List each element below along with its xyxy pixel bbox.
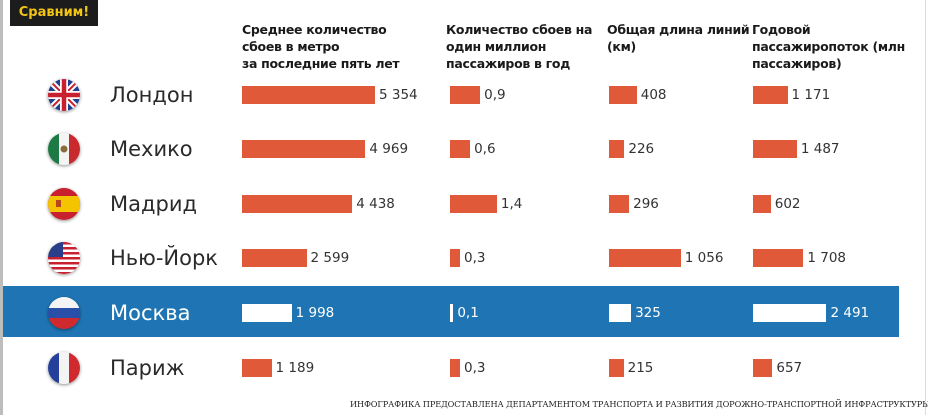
bar-failures-per-million (450, 249, 461, 267)
bar-ridership (753, 195, 771, 213)
bar-failures-per-million (450, 140, 471, 158)
bar-line-length (609, 304, 632, 322)
value-label-failures: 1 189 (275, 360, 315, 376)
city-row: Мехико 4 969 0,6 226 1 487 (0, 122, 928, 176)
city-name: Мехико (110, 137, 193, 161)
column-header-line-length: Общая длина линий (км) (607, 22, 750, 54)
value-label-ridership: 1 708 (807, 250, 847, 266)
value-label-line-length: 325 (635, 305, 661, 321)
value-label-ridership: 2 491 (830, 305, 870, 321)
value-label-failures-per-million: 0,3 (464, 250, 486, 266)
bar-ridership (753, 359, 773, 377)
column-header-ridership: Годовой пассажиропоток (млн пассажиров) (752, 22, 905, 71)
value-label-ridership: 657 (776, 360, 803, 376)
bar-failures-per-million (450, 304, 454, 322)
usa-flag-icon (48, 242, 80, 274)
value-label-ridership: 1 487 (800, 141, 840, 157)
value-label-failures-per-million: 0,6 (474, 141, 496, 157)
city-name: Париж (110, 356, 185, 380)
bar-line-length (609, 140, 625, 158)
column-header-failures: Среднее количество сбоев в метро за посл… (242, 22, 400, 71)
uk-flag-icon (48, 79, 80, 111)
city-name: Нью-Йорк (110, 246, 218, 270)
value-label-failures: 5 354 (379, 87, 418, 103)
bar-line-length (609, 359, 624, 377)
value-label-ridership: 602 (774, 196, 801, 212)
bar-failures-per-million (450, 359, 461, 377)
bar-line-length (609, 249, 681, 267)
value-label-failures: 4 969 (369, 141, 409, 157)
value-label-line-length: 408 (640, 87, 667, 103)
value-label-failures-per-million: 0,1 (457, 305, 479, 321)
left-border (0, 0, 3, 415)
city-row: Мадрид 4 438 1,4 296 602 (0, 177, 928, 231)
mexico-flag-icon (48, 133, 80, 165)
bar-ridership (753, 304, 827, 322)
column-header-failures-per-million: Количество сбоев на один миллион пассажи… (446, 22, 593, 71)
bar-failures (242, 249, 307, 267)
spain-flag-icon (48, 188, 80, 220)
value-label-line-length: 226 (628, 141, 655, 157)
value-label-ridership: 1 171 (791, 87, 831, 103)
compare-badge: Сравним! (10, 0, 98, 26)
bar-line-length (609, 195, 630, 213)
france-flag-icon (48, 352, 80, 384)
bar-ridership (753, 140, 797, 158)
city-name: Мадрид (110, 192, 198, 216)
value-label-failures-per-million: 1,4 (500, 196, 523, 212)
city-name: Москва (110, 301, 191, 325)
bar-ridership (753, 86, 788, 104)
city-row: Лондон 5 354 0,9 408 1 171 (0, 68, 928, 122)
bar-failures (242, 304, 292, 322)
value-label-failures-per-million: 0,3 (464, 360, 486, 376)
russia-flag-icon (48, 297, 80, 329)
value-label-failures: 4 438 (356, 196, 395, 212)
right-border (925, 0, 926, 415)
city-row: Нью-Йорк 2 599 0,3 1 056 1 708 (0, 231, 928, 285)
value-label-line-length: 1 056 (684, 250, 724, 266)
city-row: Москва 1 998 0,1 325 2 491 (0, 286, 928, 340)
bar-failures (242, 86, 375, 104)
value-label-line-length: 296 (633, 196, 659, 212)
bar-failures (242, 359, 272, 377)
value-label-line-length: 215 (627, 360, 654, 376)
bar-failures (242, 195, 353, 213)
bar-failures-per-million (450, 195, 497, 213)
bar-ridership (753, 249, 804, 267)
bar-failures (242, 140, 366, 158)
bar-line-length (609, 86, 637, 104)
value-label-failures: 2 599 (310, 250, 350, 266)
city-name: Лондон (110, 83, 194, 107)
credit-note: ИНФОГРАФИКА ПРЕДОСТАВЛЕНА ДЕПАРТАМЕНТОМ … (350, 399, 928, 409)
bar-failures-per-million (450, 86, 481, 104)
value-label-failures-per-million: 0,9 (484, 87, 506, 103)
value-label-failures: 1 998 (295, 305, 335, 321)
city-row: Париж 1 189 0,3 215 657 (0, 341, 928, 395)
